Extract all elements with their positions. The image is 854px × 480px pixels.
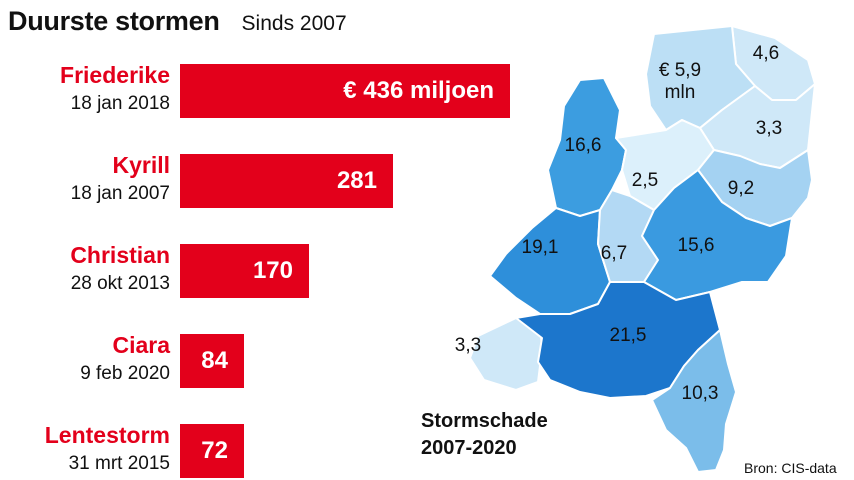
region-value-limburg: 10,3 [681, 383, 719, 404]
region-value-gelderland: 15,6 [677, 235, 715, 256]
legend-title-line1: Stormschade [421, 410, 548, 432]
legend-title-line2: 2007-2020 [421, 437, 517, 459]
netherlands-map [470, 25, 816, 473]
chart-subtitle: Sinds 2007 [241, 12, 347, 35]
region-value-groningen: 4,6 [752, 43, 780, 64]
region-value-friesland: € 5,9 mln [658, 60, 702, 103]
source-note: Bron: CIS-data [744, 460, 837, 476]
storm-damage-bar: € 436 miljoen [180, 64, 510, 118]
chart-header: Duurste stormen Sinds 2007 [8, 6, 347, 42]
storm-name: Ciara [112, 332, 170, 358]
storm-name: Lentestorm [44, 422, 170, 448]
storm-damage-bar: 281 [180, 154, 393, 208]
bar-value-label: 84 [201, 347, 228, 374]
region-value-noord-brabant: 21,5 [609, 325, 647, 346]
region-value-zuid-holland: 19,1 [521, 237, 559, 258]
region-value-utrecht: 6,7 [600, 243, 628, 264]
region-value-drenthe: 3,3 [755, 118, 783, 139]
region-noord-holland [547, 77, 627, 217]
storm-damage-bar: 84 [180, 334, 244, 388]
region-value-noord-holland: 16,6 [564, 135, 602, 156]
region-value-zeeland: 3,3 [454, 335, 482, 356]
map-legend-title: Stormschade 2007-2020 [421, 408, 548, 462]
bar-value-label: 170 [252, 257, 293, 284]
storm-date: 31 mrt 2015 [68, 453, 170, 474]
bar-value-label: € 436 miljoen [343, 77, 494, 104]
region-value-overijssel: 9,2 [727, 178, 755, 199]
bar-value-label: 281 [336, 167, 377, 194]
region-limburg [651, 329, 737, 473]
region-value-flevoland: 2,5 [631, 170, 659, 191]
storm-name: Friederike [60, 62, 170, 88]
storm-date: 18 jan 2007 [70, 183, 170, 204]
region-gelderland [641, 169, 793, 301]
storm-name: Kyrill [112, 152, 170, 178]
storm-date: 9 feb 2020 [80, 363, 170, 384]
bar-value-label: 72 [201, 437, 228, 464]
storm-date: 18 jan 2018 [70, 93, 170, 114]
storm-date: 28 okt 2013 [70, 273, 170, 294]
chart-title: Duurste stormen [8, 6, 220, 36]
province-regions [470, 25, 816, 473]
bar-chart: Friederike 18 jan 2018 € 436 miljoen Kyrill… [44, 62, 510, 478]
region-zuid-holland [489, 207, 611, 315]
storm-name: Christian [70, 242, 170, 268]
storm-damage-bar: 72 [180, 424, 244, 478]
storm-damage-bar: 170 [180, 244, 309, 298]
